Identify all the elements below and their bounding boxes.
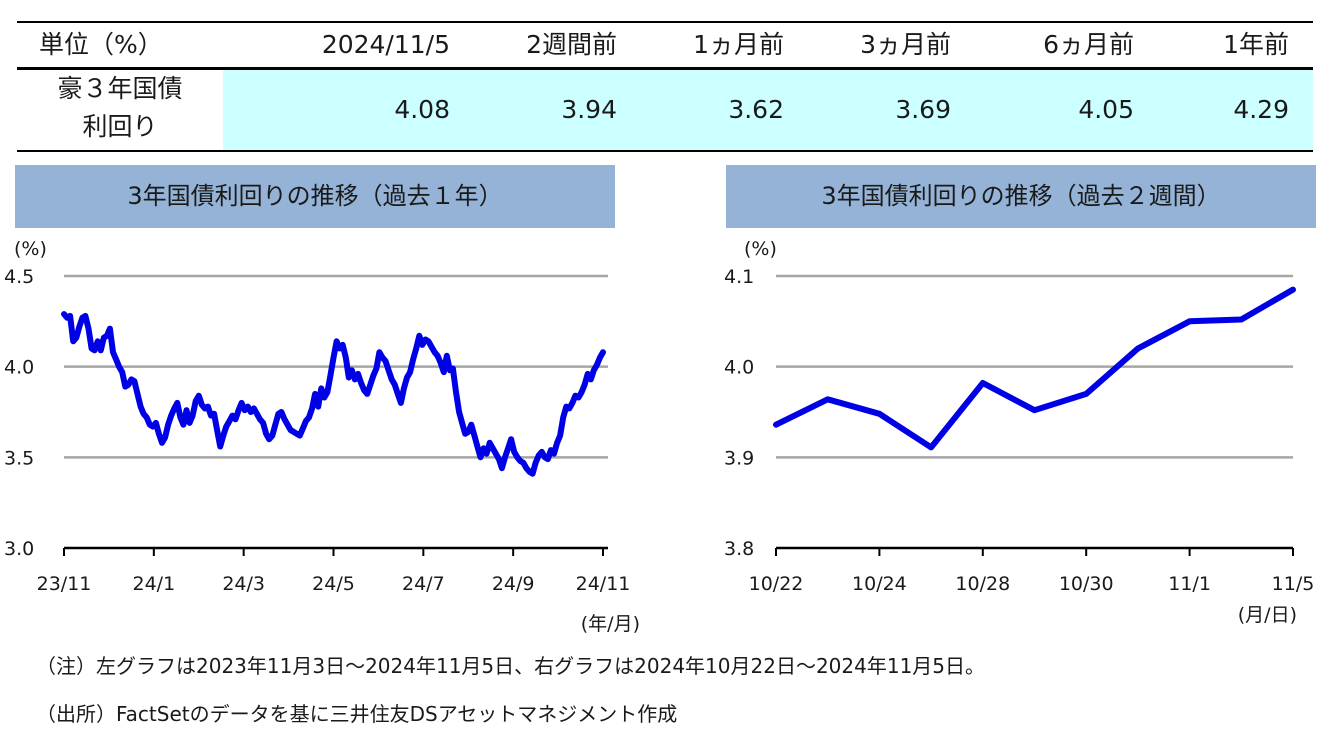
header-3m: 3ヵ月前 [860, 30, 951, 59]
header-6m: 6ヵ月前 [1043, 30, 1134, 59]
header-2w: 2週間前 [526, 30, 617, 59]
table-bottom-rule [17, 150, 1313, 152]
row-label-line1: 豪３年国債 [57, 74, 183, 103]
x-tick-label: 10/24 [852, 573, 907, 595]
left-chart-title: 3年国債利回りの推移（過去１年） [15, 165, 615, 228]
right-chart-title: 3年国債利回りの推移（過去２週間） [726, 165, 1316, 228]
y-unit-label: (%) [14, 238, 47, 260]
unit-label: 単位（%） [39, 30, 163, 59]
values-highlight-band [223, 70, 1313, 150]
yield-series-line [773, 286, 1296, 451]
left-yield-chart: 3.0 3.5 4.0 4.5 (%) 23/11 24/1 24/3 24/5 24/7 24/9… [4, 238, 640, 635]
yield-series-line [61, 311, 606, 477]
x-tick-label: 11/5 [1272, 573, 1315, 595]
y-tick-label: 3.0 [4, 538, 34, 560]
x-tick-label: 10/22 [749, 573, 804, 595]
x-unit-label: (月/日) [1238, 604, 1297, 626]
x-tick-label: 24/1 [132, 573, 175, 595]
x-tick-label: 24/5 [312, 573, 355, 595]
value-1y: 4.29 [1233, 95, 1289, 124]
y-tick-label: 4.5 [4, 266, 34, 288]
y-tick-label: 3.8 [724, 538, 754, 560]
value-6m: 4.05 [1078, 95, 1134, 124]
row-label-line2: 利回り [82, 112, 158, 141]
yield-summary-table: 単位（%） 2024/11/5 2週間前 1ヵ月前 3ヵ月前 6ヵ月前 1年前 … [17, 21, 1313, 152]
y-tick-label: 4.0 [724, 357, 754, 379]
table-top-rule [17, 21, 1313, 23]
note-period: （注）左グラフは2023年11月3日～2024年11月5日、右グラフは2024年… [36, 654, 986, 678]
x-tick-label: 10/30 [1059, 573, 1114, 595]
value-3m: 3.69 [895, 95, 951, 124]
y-tick-label: 4.0 [4, 357, 34, 379]
note-source: （出所）FactSetのデータを基に三井住友DSアセットマネジメント作成 [36, 702, 678, 726]
header-1y: 1年前 [1223, 30, 1289, 59]
header-1m: 1ヵ月前 [693, 30, 784, 59]
x-tick-label: 24/9 [492, 573, 535, 595]
y-tick-label: 3.9 [724, 447, 754, 469]
x-tick-label: 24/7 [402, 573, 445, 595]
x-tick-label: 10/28 [955, 573, 1010, 595]
x-tick-label: 11/1 [1168, 573, 1211, 595]
x-tick-label: 24/11 [576, 573, 631, 595]
table-header-rule [17, 67, 1313, 70]
x-tick-label: 24/3 [222, 573, 265, 595]
y-tick-label: 4.1 [724, 266, 754, 288]
value-2w: 3.94 [561, 95, 617, 124]
value-1m: 3.62 [728, 95, 784, 124]
x-unit-label: (年/月) [581, 613, 640, 635]
y-unit-label: (%) [744, 238, 777, 260]
right-yield-chart: 3.8 3.9 4.0 4.1 (%) 10/22 10/24 10/28 10/30 11/1 1… [724, 238, 1315, 626]
x-tick-label: 23/11 [37, 573, 92, 595]
value-current: 4.08 [394, 95, 450, 124]
row-label: 豪３年国債 利回り [17, 70, 223, 150]
y-tick-label: 3.5 [4, 447, 34, 469]
header-current: 2024/11/5 [321, 30, 450, 59]
